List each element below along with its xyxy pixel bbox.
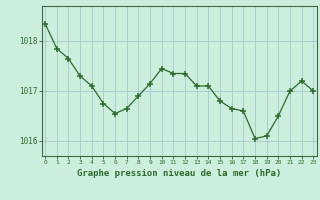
- X-axis label: Graphe pression niveau de la mer (hPa): Graphe pression niveau de la mer (hPa): [77, 169, 281, 178]
